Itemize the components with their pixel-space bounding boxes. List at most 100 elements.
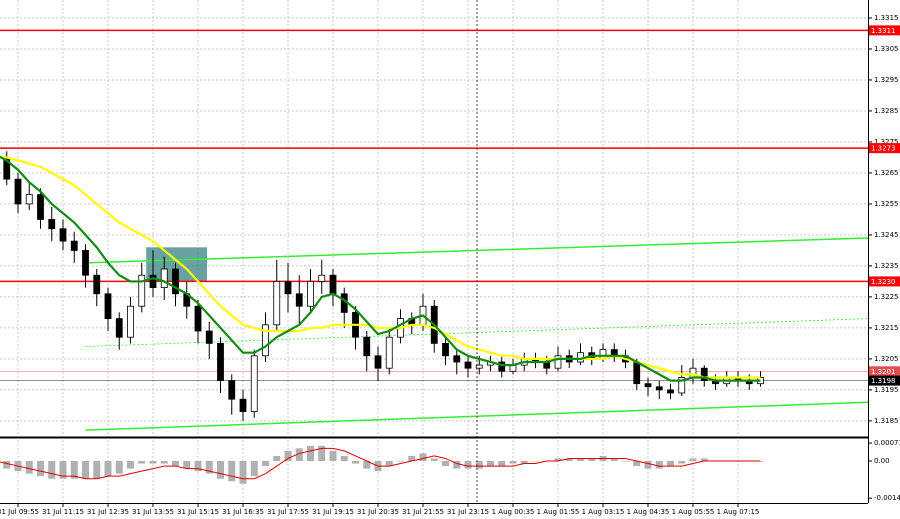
histogram-bar xyxy=(93,461,101,479)
candle-body xyxy=(250,355,258,412)
histogram-bar xyxy=(700,458,708,462)
candle-body xyxy=(138,274,146,307)
histogram-bar xyxy=(262,461,269,467)
candle-body xyxy=(700,367,708,381)
histogram-bar xyxy=(363,461,371,469)
candle-body xyxy=(273,281,281,326)
histogram-bar xyxy=(352,461,359,464)
candle-body xyxy=(655,386,663,391)
histogram-bar xyxy=(464,461,472,469)
x-tick-label: 1 Aug 03:15 xyxy=(582,508,625,516)
x-tick-label: 31 Jul 19:15 xyxy=(312,508,354,516)
candle-body xyxy=(172,268,179,295)
macd-panel xyxy=(0,445,764,484)
x-tick-label: 31 Jul 12:35 xyxy=(87,508,129,516)
histogram-bar xyxy=(217,461,224,479)
x-tick-label: 31 Jul 09:55 xyxy=(0,508,39,516)
candle-body xyxy=(160,268,168,289)
histogram-bar xyxy=(205,461,213,474)
y-tick-label: 1.3245 xyxy=(874,231,899,239)
y-tick-label: 1.3185 xyxy=(874,417,899,425)
price-box-label: 1.3273 xyxy=(871,145,896,153)
histogram-bar xyxy=(104,461,112,477)
y-tick-label: 1.3225 xyxy=(874,293,899,301)
candle-body xyxy=(59,228,67,242)
y-tick-label: 1.3305 xyxy=(874,45,899,53)
y-tick-label: 1.3195 xyxy=(874,386,899,394)
candle-body xyxy=(295,293,303,307)
candle-body xyxy=(554,355,562,369)
histogram-bar xyxy=(228,461,236,482)
histogram-bar xyxy=(475,461,483,469)
candle-body xyxy=(385,336,393,369)
x-tick-label: 31 Jul 17:55 xyxy=(267,508,309,516)
candle-body xyxy=(217,343,224,381)
histogram-bar xyxy=(520,461,528,464)
x-tick-label: 1 Aug 07:15 xyxy=(717,508,760,516)
histogram-bar xyxy=(509,461,517,464)
histogram-bar xyxy=(273,455,281,462)
histogram-bar xyxy=(37,461,44,477)
price-box xyxy=(869,143,900,154)
histogram-bar xyxy=(419,453,427,462)
candle-body xyxy=(442,343,449,357)
candle-body xyxy=(453,355,461,363)
y-tick-label: 1.3255 xyxy=(874,200,899,208)
histogram-bar xyxy=(385,461,393,467)
candle-body xyxy=(239,398,247,412)
moving-average xyxy=(0,155,761,382)
histogram-bar xyxy=(577,458,584,462)
candle-body xyxy=(48,219,56,230)
candle-body xyxy=(70,240,78,251)
x-tick-label: 31 Jul 13:55 xyxy=(132,508,174,516)
histogram-bar xyxy=(307,445,314,462)
histogram-bar xyxy=(48,461,56,479)
histogram-bar xyxy=(678,461,686,464)
price-box xyxy=(869,25,900,36)
candle-body xyxy=(205,330,213,344)
y-tick-label: 1.3285 xyxy=(874,107,899,115)
price-box-label: 1.3230 xyxy=(871,278,896,286)
histogram-bar xyxy=(622,461,629,462)
price-box xyxy=(869,375,900,386)
histogram-bar xyxy=(115,461,123,474)
histogram-bar xyxy=(408,455,416,462)
y-tick-label: -0.00147 xyxy=(874,494,900,502)
candle-body xyxy=(329,274,337,295)
histogram-bar xyxy=(59,461,67,479)
x-tick-label: 31 Jul 20:35 xyxy=(357,508,399,516)
candle-body xyxy=(115,318,123,338)
candle-body xyxy=(644,383,652,388)
histogram-bar xyxy=(588,458,596,462)
histogram-bar xyxy=(160,461,168,464)
price-box-label: 1.3201 xyxy=(871,368,896,376)
price-box xyxy=(869,366,900,377)
histogram-bar xyxy=(318,445,326,462)
y-tick-label: 1.3315 xyxy=(874,14,899,22)
axes: 1.3315 1.3305 1.3295 1.3285 1.3275 1.3265 1.32… xyxy=(0,14,900,516)
candle-body xyxy=(93,274,101,295)
candle-body xyxy=(14,178,22,205)
candle-body xyxy=(633,361,641,385)
histogram-bar xyxy=(329,450,337,462)
y-tick-label: 1.3275 xyxy=(874,138,899,146)
x-tick-label: 31 Jul 21:55 xyxy=(402,508,444,516)
candle-body xyxy=(25,194,33,205)
histogram-bar xyxy=(284,450,292,462)
histogram-bar xyxy=(610,458,618,462)
histogram-bar xyxy=(453,461,461,469)
candle-body xyxy=(127,305,134,338)
price-box-label: 1.3311 xyxy=(871,27,896,35)
histogram-bar xyxy=(239,461,247,484)
candle-body xyxy=(37,194,44,220)
candle-body xyxy=(262,324,269,357)
histogram-bar xyxy=(498,461,506,467)
histogram-bar xyxy=(295,448,303,462)
x-tick-label: 31 Jul 11:15 xyxy=(42,508,84,516)
candle-body xyxy=(363,336,371,357)
histogram-bar xyxy=(442,461,449,467)
y-tick-label: 1.3205 xyxy=(874,355,899,363)
price-panel xyxy=(0,29,868,431)
histogram-bar xyxy=(430,458,438,462)
candle-body xyxy=(498,361,506,372)
